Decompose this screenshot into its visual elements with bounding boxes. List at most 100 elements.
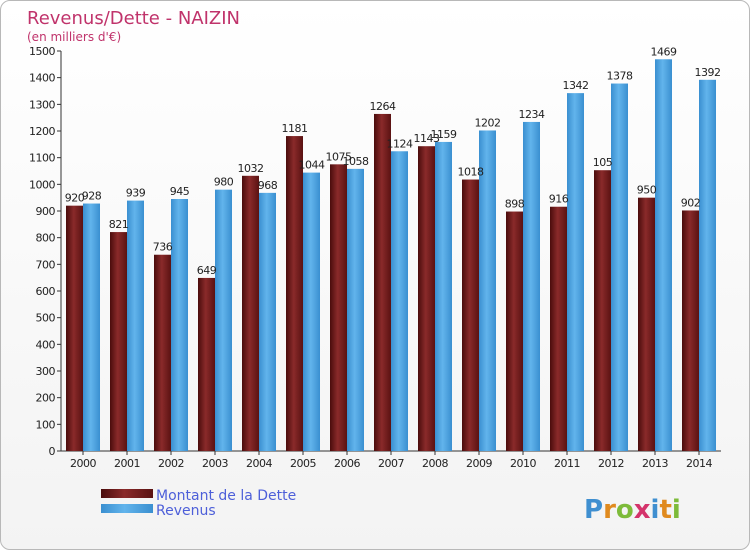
x-tick-label: 2003 bbox=[202, 457, 228, 470]
data-label-revenus: 945 bbox=[170, 185, 190, 198]
bar-revenus bbox=[523, 121, 540, 451]
bar-debt bbox=[286, 136, 303, 452]
x-tick-label: 2002 bbox=[158, 457, 184, 470]
data-label-debt: 950 bbox=[637, 184, 657, 197]
y-tick-label: 800 bbox=[36, 232, 56, 245]
logo-letter: i bbox=[651, 495, 660, 525]
bars bbox=[66, 59, 716, 452]
logo-letter: o bbox=[616, 495, 634, 525]
bar-debt bbox=[550, 206, 567, 451]
data-label-revenus: 1469 bbox=[651, 45, 677, 58]
bar-revenus bbox=[83, 203, 100, 451]
data-label-revenus: 968 bbox=[258, 179, 278, 192]
bar-revenus bbox=[347, 168, 364, 451]
bar-revenus bbox=[435, 141, 452, 451]
data-label-debt: 916 bbox=[549, 193, 569, 206]
logo-letter: r bbox=[603, 495, 616, 525]
data-label-debt: 1075 bbox=[326, 150, 352, 163]
bar-debt bbox=[374, 113, 391, 451]
y-tick-label: 0 bbox=[49, 445, 56, 458]
bar-debt bbox=[110, 232, 127, 451]
data-label-debt: 649 bbox=[197, 264, 217, 277]
x-tick-label: 2012 bbox=[598, 457, 624, 470]
data-label-debt: 821 bbox=[109, 218, 129, 231]
bar-revenus bbox=[215, 189, 232, 451]
x-tick-label: 2013 bbox=[642, 457, 668, 470]
y-tick-label: 900 bbox=[36, 205, 56, 218]
y-tick-label: 600 bbox=[36, 285, 56, 298]
bar-revenus bbox=[479, 130, 496, 451]
y-tick-label: 200 bbox=[36, 392, 56, 405]
x-ticks: 2000 2001 2002 2003 2004 2005 2006 2007 2008 2009… bbox=[70, 451, 713, 470]
data-label-revenus: 980 bbox=[214, 176, 234, 189]
proxiti-logo: Proxiti bbox=[584, 495, 681, 525]
logo-letter: x bbox=[634, 495, 651, 525]
bar-debt bbox=[154, 254, 171, 451]
x-tick-label: 2008 bbox=[422, 457, 448, 470]
y-tick-label: 1500 bbox=[29, 45, 55, 58]
logo-letter: i bbox=[672, 495, 681, 525]
logo-letter: P bbox=[584, 495, 603, 525]
data-label-revenus: 1044 bbox=[299, 159, 325, 172]
x-tick-label: 2007 bbox=[378, 457, 404, 470]
bar-revenus bbox=[303, 172, 320, 451]
y-ticks: 0 100 200 300 400 500 600 700 800 900 1000 1100 1200… bbox=[29, 45, 61, 458]
bar-revenus bbox=[127, 200, 144, 451]
x-tick-label: 2004 bbox=[246, 457, 272, 470]
y-tick-label: 500 bbox=[36, 312, 56, 325]
data-label-revenus: 1124 bbox=[387, 137, 413, 150]
data-label-revenus: 1378 bbox=[607, 70, 633, 83]
data-label-revenus: 1392 bbox=[695, 66, 721, 79]
x-tick-label: 2005 bbox=[290, 457, 316, 470]
data-label-debt: 902 bbox=[681, 196, 701, 209]
bar-debt bbox=[330, 164, 347, 452]
data-label-revenus: 1234 bbox=[519, 108, 545, 121]
y-tick-label: 1300 bbox=[29, 98, 55, 111]
bar-debt bbox=[638, 197, 655, 451]
data-label-debt: 105 bbox=[593, 156, 613, 169]
bar-debt bbox=[462, 179, 479, 452]
bar-debt bbox=[682, 210, 699, 451]
bar-debt bbox=[418, 146, 435, 451]
legend-swatch-debt bbox=[101, 489, 153, 498]
bar-debt bbox=[594, 170, 611, 451]
chart-title: Revenus/Dette - NAIZIN bbox=[27, 8, 240, 29]
data-label-revenus: 1342 bbox=[563, 79, 589, 92]
x-tick-label: 2011 bbox=[554, 457, 580, 470]
y-tick-label: 400 bbox=[36, 338, 56, 351]
bar-revenus bbox=[611, 83, 628, 452]
data-label-revenus: 1159 bbox=[431, 128, 457, 141]
x-tick-label: 2010 bbox=[510, 457, 536, 470]
y-tick-label: 1200 bbox=[29, 125, 55, 138]
bar-revenus bbox=[655, 59, 672, 452]
bar-debt bbox=[506, 211, 523, 451]
data-label-debt: 1181 bbox=[282, 122, 308, 135]
bar-debt bbox=[66, 205, 83, 451]
bar-debt bbox=[198, 277, 215, 451]
data-label-revenus: 939 bbox=[126, 187, 146, 200]
x-tick-label: 2009 bbox=[466, 457, 492, 470]
x-tick-label: 2006 bbox=[334, 457, 360, 470]
y-tick-label: 100 bbox=[36, 418, 56, 431]
x-tick-label: 2000 bbox=[70, 457, 96, 470]
bar-debt bbox=[242, 175, 259, 452]
legend: Montant de la Dette Revenus bbox=[101, 488, 296, 519]
logo-letter: t bbox=[659, 495, 671, 525]
data-label-debt: 736 bbox=[153, 241, 173, 254]
data-label-debt: 1018 bbox=[458, 166, 484, 179]
data-label-revenus: 1058 bbox=[343, 155, 369, 168]
data-label-debt: 920 bbox=[65, 192, 85, 205]
bar-revenus bbox=[171, 199, 188, 451]
legend-label-revenus: Revenus bbox=[156, 503, 216, 519]
bar-revenus bbox=[699, 79, 716, 452]
legend-label-debt: Montant de la Dette bbox=[156, 488, 296, 504]
y-tick-label: 700 bbox=[36, 258, 56, 271]
x-tick-label: 2014 bbox=[686, 457, 712, 470]
data-labels: 9209288219397369456499801032968118110441… bbox=[65, 45, 721, 277]
y-tick-label: 1000 bbox=[29, 178, 55, 191]
bar-revenus bbox=[567, 93, 584, 451]
x-tick-label: 2001 bbox=[114, 457, 140, 470]
data-label-debt: 1143 bbox=[414, 132, 440, 145]
